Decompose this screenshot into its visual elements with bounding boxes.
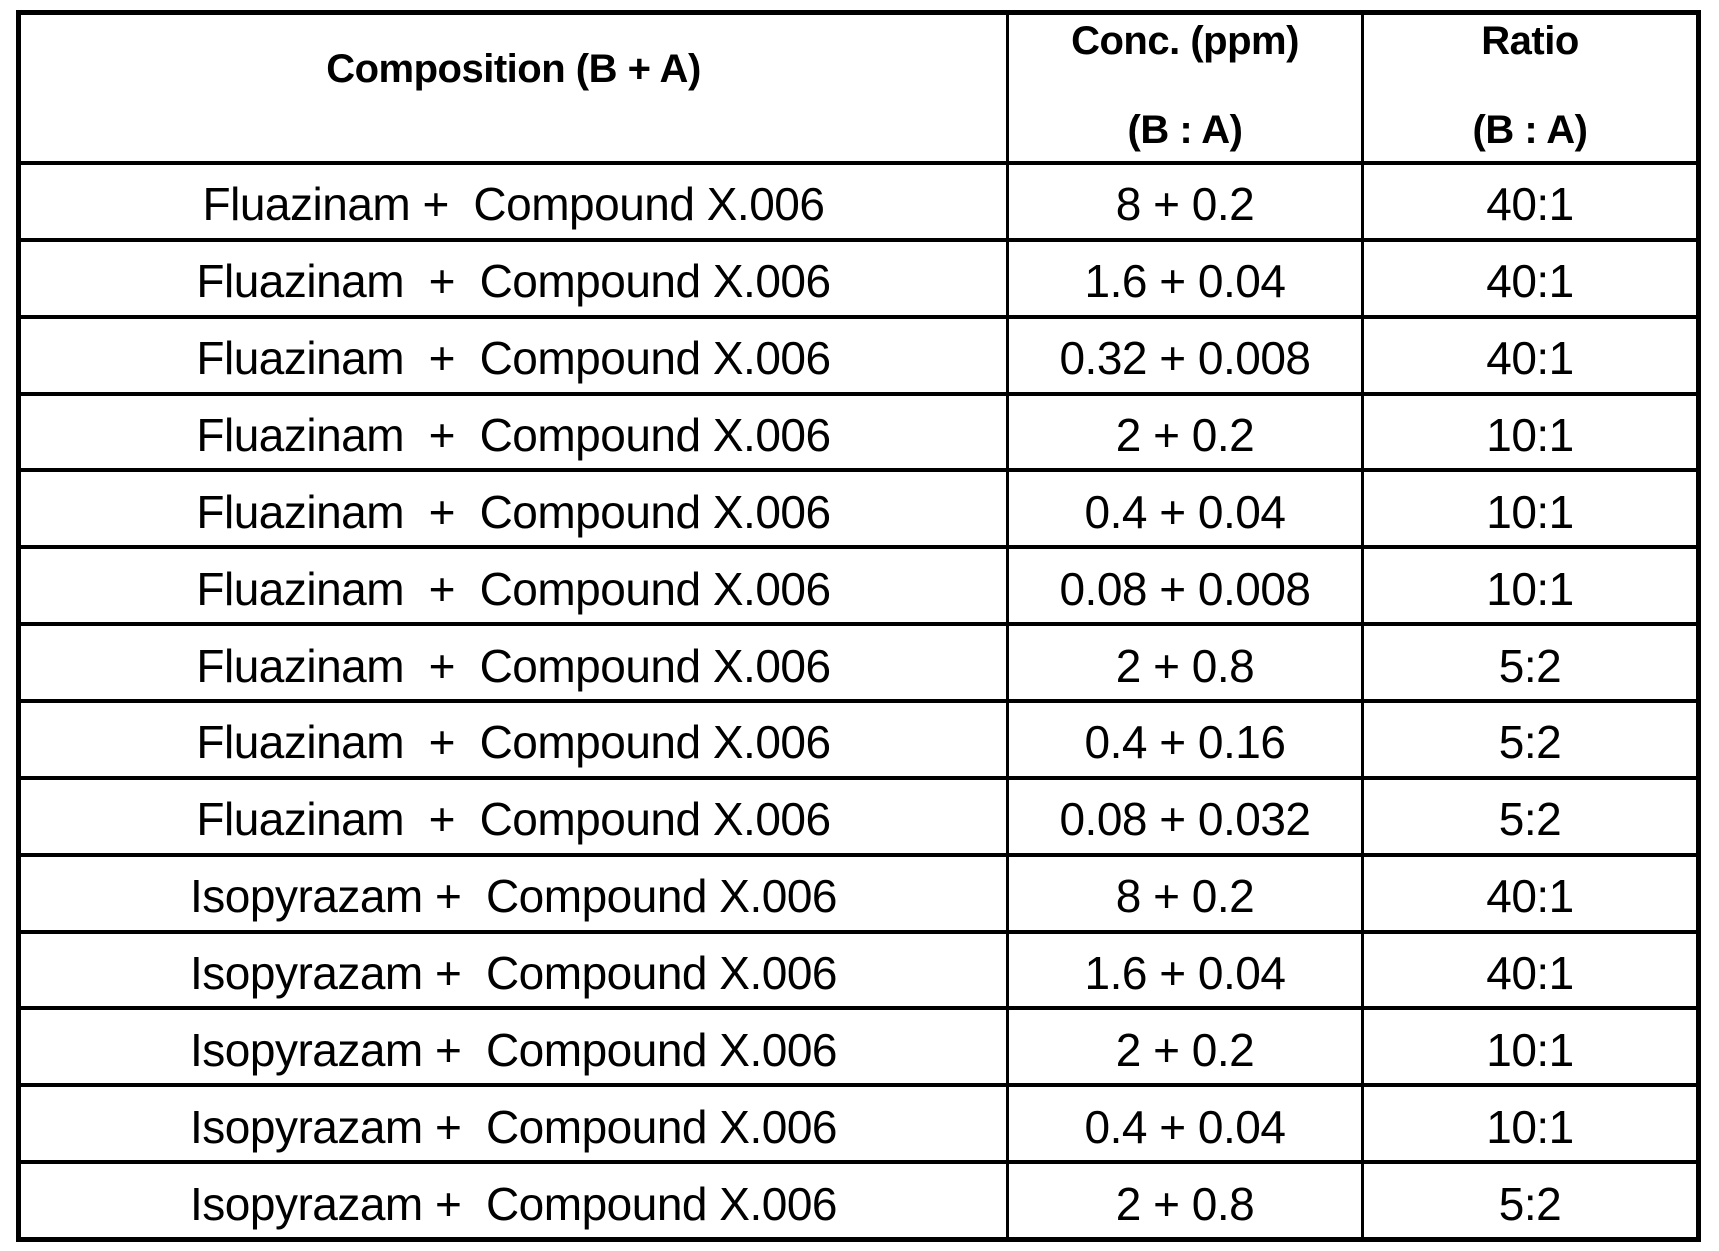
ratio-cell: 5:2 bbox=[1361, 779, 1696, 853]
conc-cell: 2 + 0.2 bbox=[1006, 1010, 1361, 1084]
ratio-cell: 5:2 bbox=[1361, 1164, 1696, 1238]
ratio-cell: 40:1 bbox=[1361, 856, 1696, 930]
table-row: Isopyrazam + Compound X.006 8 + 0.2 40:1 bbox=[21, 852, 1696, 930]
ratio-cell: 10:1 bbox=[1361, 1087, 1696, 1161]
conc-cell: 8 + 0.2 bbox=[1006, 165, 1361, 238]
table-row: Fluazinam + Compound X.006 0.4 + 0.04 10… bbox=[21, 468, 1696, 546]
composition-cell: Fluazinam + Compound X.006 bbox=[202, 178, 825, 231]
composition-cell: Fluazinam + Compound X.006 bbox=[196, 409, 831, 461]
header-ratio-label: Ratio bbox=[1481, 19, 1579, 63]
table-row: Isopyrazam + Compound X.006 2 + 0.8 5:2 bbox=[21, 1160, 1696, 1238]
ratio-cell: 40:1 bbox=[1361, 165, 1696, 238]
table-header-row: Composition (B + A) Conc. (ppm) (B : A) … bbox=[21, 15, 1696, 161]
ratio-cell: 5:2 bbox=[1361, 626, 1696, 700]
composition-cell: Fluazinam + Compound X.006 bbox=[196, 793, 831, 846]
header-cell-conc: Conc. (ppm) (B : A) bbox=[1006, 15, 1361, 161]
composition-cell: Fluazinam + Compound X.006 bbox=[196, 562, 831, 615]
conc-cell: 0.4 + 0.16 bbox=[1006, 703, 1361, 776]
composition-cell: Isopyrazam + Compound X.006 bbox=[190, 1177, 837, 1230]
table-row: Fluazinam + Compound X.006 0.32 + 0.008 … bbox=[21, 314, 1696, 392]
composition-cell: Fluazinam + Compound X.006 bbox=[196, 716, 831, 769]
header-composition-label: Composition (B + A) bbox=[326, 47, 701, 91]
header-conc-label: Conc. (ppm) bbox=[1071, 19, 1299, 63]
conc-cell: 1.6 + 0.04 bbox=[1006, 241, 1361, 315]
composition-cell: Fluazinam + Compound X.006 bbox=[196, 255, 831, 308]
composition-cell: Isopyrazam + Compound X.006 bbox=[190, 1100, 837, 1153]
conc-cell: 0.32 + 0.008 bbox=[1006, 318, 1361, 392]
conc-cell: 1.6 + 0.04 bbox=[1006, 933, 1361, 1007]
table-row: Fluazinam + Compound X.006 2 + 0.2 10:1 bbox=[21, 391, 1696, 469]
table-row: Isopyrazam + Compound X.006 0.4 + 0.04 1… bbox=[21, 1083, 1696, 1161]
table-row: Fluazinam + Compound X.006 0.4 + 0.16 5:… bbox=[21, 699, 1696, 776]
table-row: Fluazinam + Compound X.006 1.6 + 0.04 40… bbox=[21, 237, 1696, 315]
conc-cell: 2 + 0.8 bbox=[1006, 1164, 1361, 1238]
ratio-cell: 10:1 bbox=[1361, 472, 1696, 546]
ratio-cell: 40:1 bbox=[1361, 933, 1696, 1007]
composition-cell: Isopyrazam + Compound X.006 bbox=[190, 947, 837, 1000]
conc-cell: 0.4 + 0.04 bbox=[1006, 472, 1361, 546]
composition-cell: Fluazinam + Compound X.006 bbox=[196, 485, 831, 538]
table-row: Fluazinam + Compound X.006 0.08 + 0.032 … bbox=[21, 775, 1696, 853]
conc-cell: 2 + 0.2 bbox=[1006, 395, 1361, 469]
ratio-cell: 10:1 bbox=[1361, 395, 1696, 469]
ratio-cell: 10:1 bbox=[1361, 1010, 1696, 1084]
composition-cell: Fluazinam + Compound X.006 bbox=[196, 639, 831, 692]
ratio-cell: 40:1 bbox=[1361, 318, 1696, 392]
header-cell-composition: Composition (B + A) bbox=[21, 15, 1006, 161]
conc-cell: 8 + 0.2 bbox=[1006, 856, 1361, 930]
composition-cell: Isopyrazam + Compound X.006 bbox=[190, 870, 837, 923]
table-row: Isopyrazam + Compound X.006 2 + 0.2 10:1 bbox=[21, 1006, 1696, 1084]
header-conc-sublabel: (B : A) bbox=[1127, 108, 1243, 152]
header-ratio-sublabel: (B : A) bbox=[1472, 108, 1588, 152]
ratio-cell: 5:2 bbox=[1361, 703, 1696, 776]
table-row: Isopyrazam + Compound X.006 1.6 + 0.04 4… bbox=[21, 929, 1696, 1007]
conc-cell: 0.08 + 0.008 bbox=[1006, 549, 1361, 623]
table-row: Fluazinam + Compound X.006 2 + 0.8 5:2 bbox=[21, 622, 1696, 700]
ratio-cell: 40:1 bbox=[1361, 241, 1696, 315]
conc-cell: 0.4 + 0.04 bbox=[1006, 1087, 1361, 1161]
composition-cell: Isopyrazam + Compound X.006 bbox=[190, 1023, 837, 1076]
table-row: Fluazinam + Compound X.006 8 + 0.2 40:1 bbox=[21, 161, 1696, 238]
conc-cell: 2 + 0.8 bbox=[1006, 626, 1361, 700]
header-cell-ratio: Ratio (B : A) bbox=[1361, 15, 1696, 161]
composition-cell: Fluazinam + Compound X.006 bbox=[196, 332, 831, 385]
ratio-cell: 10:1 bbox=[1361, 549, 1696, 623]
conc-cell: 0.08 + 0.032 bbox=[1006, 779, 1361, 853]
table-row: Fluazinam + Compound X.006 0.08 + 0.008 … bbox=[21, 545, 1696, 623]
composition-table: Composition (B + A) Conc. (ppm) (B : A) … bbox=[16, 10, 1701, 1242]
